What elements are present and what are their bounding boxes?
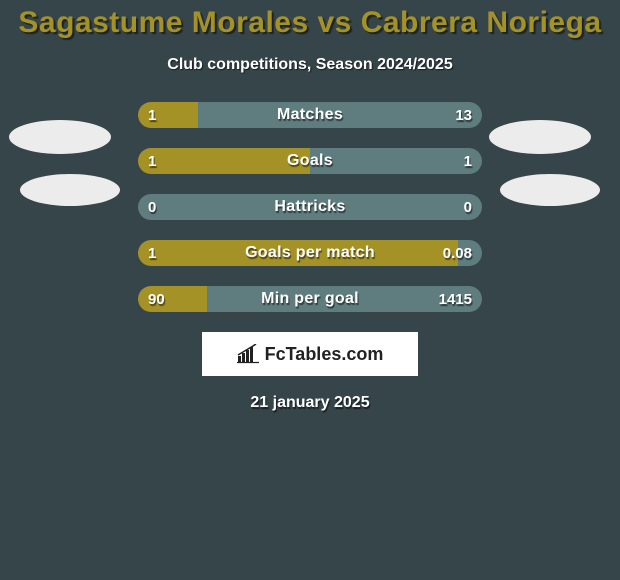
brand-box: FcTables.com: [202, 332, 418, 376]
stat-bar-right-value: 0.08: [433, 240, 482, 266]
stat-bar-left-value: 90: [138, 286, 175, 312]
stat-bar-right-value: 0: [454, 194, 482, 220]
stat-bar-label: Matches: [138, 102, 482, 128]
stat-bar-right-value: 1415: [429, 286, 482, 312]
brand-text: FcTables.com: [265, 344, 384, 365]
stat-bar-left-value: 0: [138, 194, 166, 220]
stat-bar-label: Goals per match: [138, 240, 482, 266]
page-title: Sagastume Morales vs Cabrera Noriega: [0, 0, 620, 40]
subtitle: Club competitions, Season 2024/2025: [0, 56, 620, 74]
stat-bar: Matches1 13: [138, 102, 482, 128]
date-text: 21 january 2025: [0, 394, 620, 412]
stat-bar: Min per goal901415: [138, 286, 482, 312]
stat-bar: Goals1 1: [138, 148, 482, 174]
stat-bar-right-value: 1: [454, 148, 482, 174]
bars-region: Matches113Goals11Hattricks00Goals per ma…: [0, 102, 620, 312]
stat-bar-label: Hattricks: [138, 194, 482, 220]
stat-bar-left-value: 1: [138, 102, 166, 128]
stat-bar-left-value: 1: [138, 240, 166, 266]
page-root: Sagastume Morales vs Cabrera Noriega Clu…: [0, 0, 620, 580]
stat-bar-left-value: 1: [138, 148, 166, 174]
stat-bar-label: Goals: [138, 148, 482, 174]
stat-bar: Goals per match1 0.08: [138, 240, 482, 266]
stat-bar: Hattricks0 0: [138, 194, 482, 220]
stat-bar-right-value: 13: [445, 102, 482, 128]
brand-chart-icon: [237, 344, 259, 364]
